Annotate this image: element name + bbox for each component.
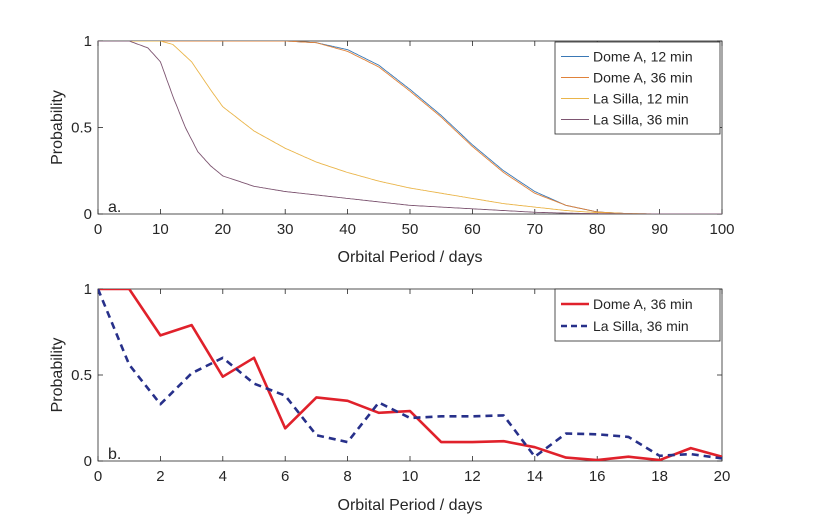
y-tick-label: 0.5 bbox=[71, 367, 92, 384]
x-tick-label: 60 bbox=[464, 221, 481, 238]
legend-box bbox=[554, 41, 721, 135]
series-line-la-silla-36-min bbox=[98, 289, 722, 460]
x-tick-label: 100 bbox=[709, 221, 734, 238]
chart-panel-b: 0 2 4 6 8 10 12 14 16 18 20 0 0.5 1 Orbital Period / d… bbox=[49, 281, 730, 514]
legend-entry: Dome A, 12 min bbox=[593, 49, 693, 65]
x-tick-label: 90 bbox=[651, 221, 668, 238]
x-tick-label: 70 bbox=[526, 221, 543, 238]
x-tick-label: 20 bbox=[214, 221, 231, 238]
legend-entry: Dome A, 36 min bbox=[593, 296, 693, 312]
x-axis-label: Orbital Period / days bbox=[338, 497, 483, 514]
x-tick-label: 80 bbox=[589, 221, 606, 238]
legend-entry: La Silla, 36 min bbox=[593, 318, 689, 334]
legend-entry: La Silla, 36 min bbox=[593, 112, 689, 128]
x-tick-label: 16 bbox=[589, 468, 606, 485]
x-tick-label: 8 bbox=[343, 468, 351, 485]
x-tick-label: 40 bbox=[339, 221, 356, 238]
x-tick-label: 10 bbox=[152, 221, 169, 238]
x-tick-label: 20 bbox=[714, 468, 731, 485]
y-axis-label: Probability bbox=[49, 338, 66, 413]
legend-entry: Dome A, 36 min bbox=[593, 70, 693, 86]
y-tick-label: 0.5 bbox=[71, 120, 92, 137]
x-tick-label: 4 bbox=[219, 468, 227, 485]
y-tick-label: 1 bbox=[84, 33, 92, 50]
x-tick-label: 0 bbox=[94, 468, 102, 485]
y-tick-label: 0 bbox=[84, 453, 92, 470]
x-tick-label: 50 bbox=[402, 221, 419, 238]
series-line-dome-a-36-min bbox=[98, 289, 722, 461]
legend-box bbox=[554, 288, 721, 342]
x-tick-label: 14 bbox=[526, 468, 543, 485]
series-line-la-silla-12-min bbox=[98, 41, 722, 214]
x-axis-label: Orbital Period / days bbox=[338, 249, 483, 266]
legend: Dome A, 36 min La Silla, 36 min bbox=[554, 288, 721, 342]
x-tick-label: 0 bbox=[94, 221, 102, 238]
y-tick-label: 1 bbox=[84, 281, 92, 298]
x-tick-label: 18 bbox=[651, 468, 668, 485]
x-tick-label: 30 bbox=[277, 221, 294, 238]
x-tick-label: 12 bbox=[464, 468, 481, 485]
series-line-la-silla-36-min bbox=[98, 41, 722, 214]
y-axis-label: Probability bbox=[49, 90, 66, 165]
x-tick-label: 2 bbox=[156, 468, 164, 485]
chart-panel-a: 0 10 20 30 40 50 60 70 80 90 100 0 0.5 1 Orbital Perio… bbox=[49, 33, 735, 266]
y-tick-label: 0 bbox=[84, 206, 92, 223]
legend-entry: La Silla, 12 min bbox=[593, 91, 689, 107]
x-tick-label: 6 bbox=[281, 468, 289, 485]
panel-label: b. bbox=[108, 446, 121, 463]
x-tick-label: 10 bbox=[402, 468, 419, 485]
panel-label: a. bbox=[108, 199, 121, 216]
legend: Dome A, 12 min Dome A, 36 min La Silla, 12… bbox=[554, 41, 721, 135]
